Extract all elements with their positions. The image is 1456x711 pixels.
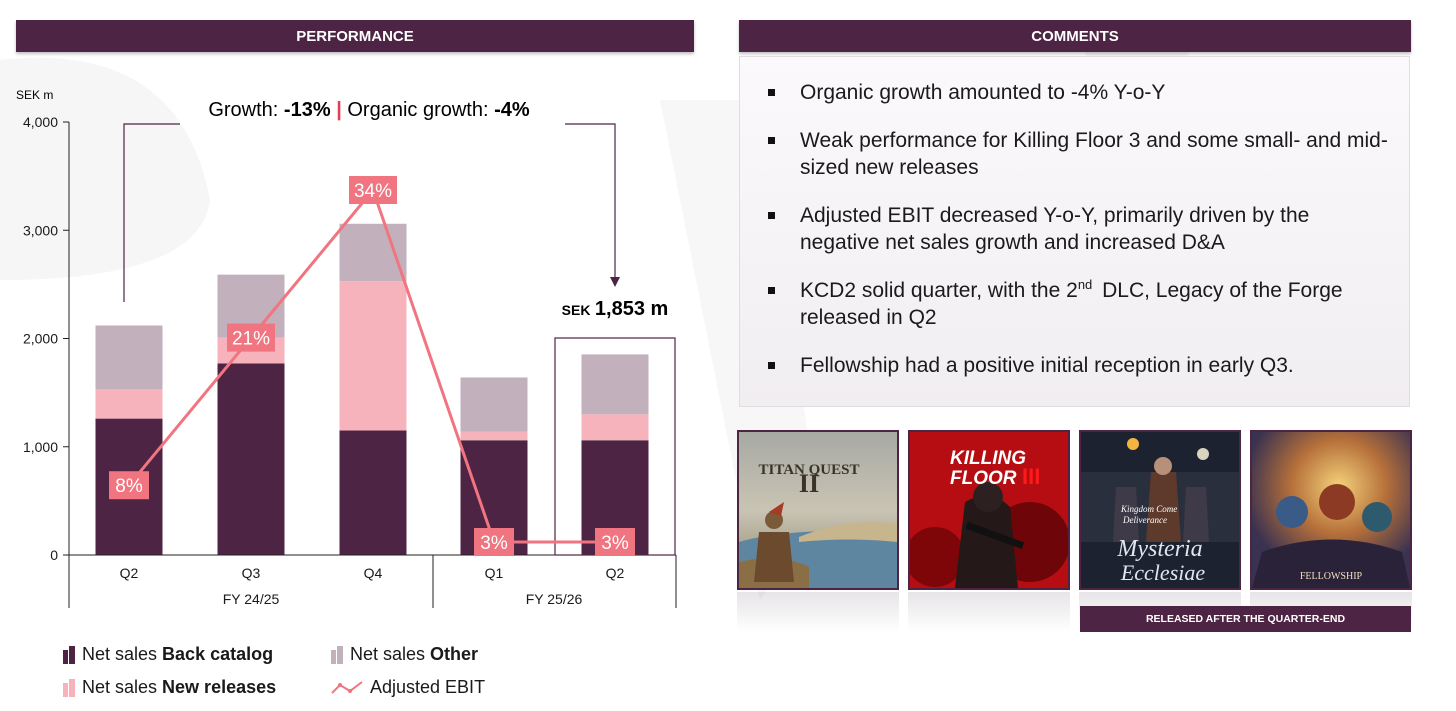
x-axis: Q2 Q3 Q4 Q1 Q2 FY 24/25 FY 25/26	[69, 554, 677, 608]
ebit-label-box	[227, 323, 275, 352]
ebit-label: 8%	[115, 476, 143, 497]
bar-back-catalog	[339, 430, 407, 555]
performance-chart: SEK m 0 1,000 2,000 3,000 4,000 Q2 Q3 Q4 Q1 Q2 FY…	[16, 88, 677, 608]
x-tick-label: Q2	[120, 565, 139, 581]
svg-text:TITAN QUEST: TITAN QUEST	[758, 462, 859, 478]
ebit-label: 34%	[354, 181, 392, 202]
comments-list: Organic growth amounted to -4% Y-o-Y Wea…	[740, 57, 1409, 379]
game-thumbnail-killing-floor-3: KILLING FLOOR III	[908, 430, 1070, 590]
growth-arrowhead	[610, 277, 620, 287]
performance-header: PERFORMANCE	[16, 20, 694, 52]
bar-new-releases	[581, 414, 649, 441]
comment-item: Adjusted EBIT decreased Y-o-Y, primarily…	[768, 202, 1389, 256]
growth-value: -13%	[284, 99, 331, 121]
y-tick-label: 1,000	[23, 439, 58, 455]
bullet-icon	[768, 287, 775, 294]
ebit-label: 21%	[232, 329, 270, 350]
bar-other	[460, 377, 528, 432]
bar-new-releases	[339, 281, 407, 431]
svg-text:KILLING: KILLING	[950, 448, 1026, 469]
bullet-icon	[768, 212, 775, 219]
legend-new-releases: Net sales New releases	[62, 677, 276, 698]
comment-item: Fellowship had a positive initial recept…	[768, 352, 1389, 379]
comments-header-label: COMMENTS	[1031, 27, 1119, 45]
ebit-label-box	[595, 528, 635, 556]
svg-text:FELLOWSHIP: FELLOWSHIP	[1300, 571, 1363, 582]
game-thumbnail-fellowship: FELLOWSHIP	[1250, 430, 1412, 590]
x-tick-label: Q4	[364, 565, 383, 581]
highlight-total: SEK 1,853 m	[562, 298, 669, 320]
svg-text:FLOOR: FLOOR	[950, 468, 1017, 489]
released-after-label: RELEASED AFTER THE QUARTER-END	[1080, 606, 1411, 632]
svg-text:Mysteria: Mysteria	[1116, 536, 1202, 562]
legend-back-catalog: Net sales Back catalog	[62, 644, 273, 665]
bar-other	[95, 325, 163, 390]
y-tick-label: 4,000	[23, 114, 58, 130]
organic-growth-value: -4%	[494, 99, 530, 121]
legend-other-swatch	[331, 645, 343, 664]
comment-item: Weak performance for Killing Floor 3 and…	[768, 127, 1389, 181]
y-tick-label: 3,000	[23, 222, 58, 238]
comments-header: COMMENTS	[739, 20, 1411, 52]
growth-annotation: Growth: -13% | Organic growth: -4% SEK 1…	[123, 93, 676, 556]
fiscal-year-label: FY 25/26	[526, 591, 583, 607]
x-tick-label: Q2	[606, 565, 625, 581]
bullet-icon	[768, 137, 775, 144]
legend-ebit-line-icon	[331, 680, 363, 694]
ebit-label-box	[109, 471, 149, 500]
legend-back-catalog-swatch	[63, 645, 75, 664]
comments-panel: Organic growth amounted to -4% Y-o-Y Wea…	[739, 56, 1410, 407]
bar-other	[339, 223, 407, 282]
y-axis: 0 1,000 2,000 3,000 4,000	[23, 114, 70, 608]
bar-back-catalog	[217, 363, 285, 555]
ebit-label-box	[349, 176, 397, 204]
svg-text:II: II	[799, 469, 819, 498]
ebit-label: 3%	[601, 533, 629, 554]
legend-other: Net sales Other	[330, 644, 478, 665]
fiscal-year-label: FY 24/25	[223, 591, 280, 607]
ebit-line: 8% 21% 34% 3% 3%	[109, 176, 635, 556]
bar-new-releases	[460, 431, 528, 441]
svg-text:Ecclesiae: Ecclesiae	[1120, 560, 1206, 585]
growth-text: Growth: -13% | Organic growth: -4%	[208, 99, 530, 121]
bar-other	[581, 354, 649, 415]
bullet-icon	[768, 89, 775, 96]
y-unit-label: SEK m	[16, 88, 53, 102]
comment-item: Organic growth amounted to -4% Y-o-Y	[768, 79, 1389, 106]
svg-text:III: III	[1022, 464, 1040, 489]
performance-header-label: PERFORMANCE	[296, 27, 414, 45]
legend-new-releases-swatch	[63, 678, 75, 697]
ebit-label: 3%	[480, 533, 508, 554]
y-tick-label: 2,000	[23, 331, 58, 347]
x-tick-label: Q3	[242, 565, 261, 581]
legend-adjusted-ebit: Adjusted EBIT	[330, 677, 485, 698]
y-tick-label: 0	[50, 547, 58, 563]
game-thumbnail-titan-quest-2: TITAN QUEST II	[737, 430, 899, 590]
bars	[95, 223, 649, 555]
bar-new-releases	[95, 389, 163, 419]
svg-text:Deliverance: Deliverance	[1122, 515, 1167, 525]
svg-text:Kingdom Come: Kingdom Come	[1120, 504, 1177, 514]
x-tick-label: Q1	[485, 565, 504, 581]
comment-item: KCD2 solid quarter, with the 2nd DLC, Le…	[768, 277, 1389, 331]
ebit-label-box	[474, 528, 514, 556]
growth-separator: |	[336, 99, 342, 121]
bullet-icon	[768, 362, 775, 369]
game-thumbnail-kcd-mysteria: Kingdom Come Deliverance Mysteria Eccles…	[1079, 430, 1241, 590]
